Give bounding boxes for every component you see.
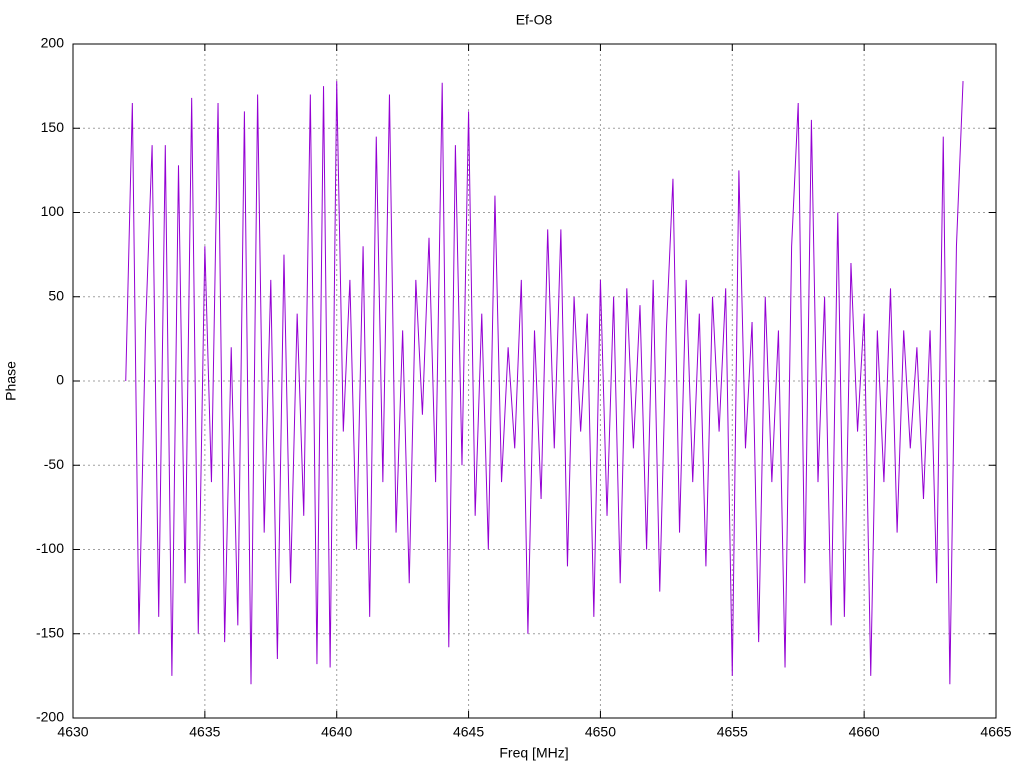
chart-title: Ef-O8 — [516, 12, 553, 28]
x-tick-label: 4665 — [980, 724, 1011, 740]
y-tick-label: 0 — [56, 372, 64, 388]
data-line — [125, 81, 964, 685]
y-tick-label: -200 — [36, 709, 64, 725]
x-tick-label: 4660 — [849, 724, 880, 740]
x-tick-label: 4655 — [717, 724, 748, 740]
y-tick-label: 150 — [41, 119, 65, 135]
y-tick-label: 200 — [41, 35, 65, 51]
x-tick-label: 4640 — [321, 724, 352, 740]
x-tick-label: 4635 — [189, 724, 220, 740]
y-tick-label: 100 — [41, 203, 65, 219]
y-tick-label: -100 — [36, 540, 64, 556]
y-tick-label: 50 — [48, 287, 64, 303]
plot-area: -200 -150 -100 -50 0 50 100 150 200 4630 4635 4640 4… — [36, 35, 1012, 740]
y-axis-label: Phase — [3, 361, 19, 401]
y-tick-label: -150 — [36, 624, 64, 640]
x-tick-label: 4630 — [57, 724, 88, 740]
y-tick-label: -50 — [44, 456, 64, 472]
x-axis-label: Freq [MHz] — [499, 745, 568, 761]
x-tick-label: 4645 — [453, 724, 484, 740]
plot-border — [72, 43, 997, 719]
x-tick-label: 4650 — [585, 724, 616, 740]
